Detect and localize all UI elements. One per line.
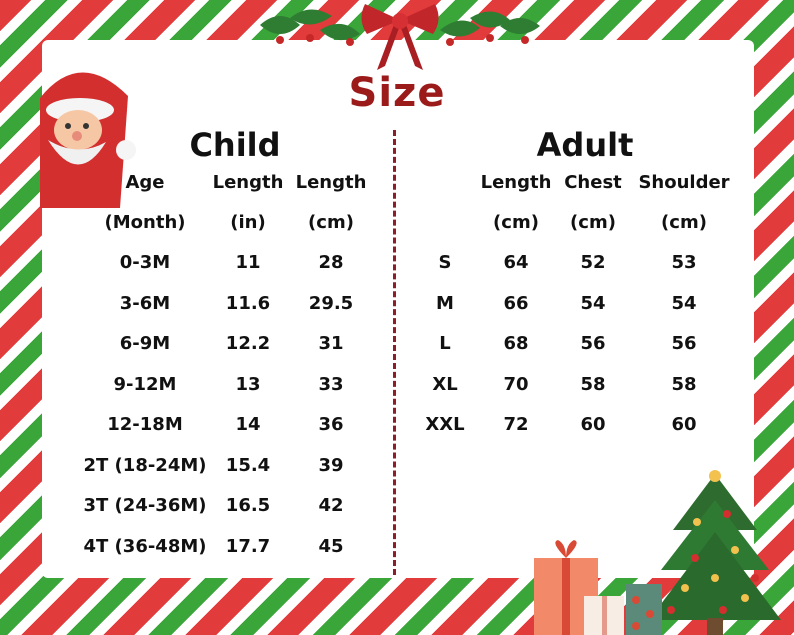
adult-header-cell: Shoulder <box>638 172 730 193</box>
adult-heading: Adult <box>536 126 634 164</box>
holly-icon <box>260 9 540 46</box>
adult-header-cell: (cm) <box>493 212 539 233</box>
bow-icon <box>361 4 439 70</box>
adult-table-cell: 70 <box>503 373 529 395</box>
child-header-cell: (in) <box>230 212 266 233</box>
child-header-cell: Length <box>295 172 367 193</box>
child-table-cell: 4T (36-48M) <box>83 535 207 557</box>
adult-table-cell: XXL <box>425 414 465 435</box>
child-table-cell: 14 <box>235 414 261 435</box>
adult-table-cell: XL <box>432 373 458 395</box>
adult-table-cell: 53 <box>671 252 697 273</box>
child-table-cell: 15.4 <box>225 454 271 476</box>
adult-table-cell: 56 <box>580 333 606 354</box>
child-table-cell: 31 <box>318 333 344 354</box>
adult-table-cell: 58 <box>580 373 606 395</box>
child-table-cell: 36 <box>318 414 344 435</box>
adult-table-cell: S <box>438 252 452 273</box>
child-table-cell: 28 <box>318 252 344 273</box>
child-heading: Child <box>189 126 281 164</box>
child-table-cell: 3-6M <box>119 292 171 314</box>
child-table-cell: 11 <box>235 252 261 273</box>
child-table-cell: 42 <box>318 495 344 516</box>
adult-table-cell: 68 <box>503 333 529 354</box>
child-table-cell: 29.5 <box>308 292 354 314</box>
content-panel <box>42 40 754 578</box>
adult-header-cell: Chest <box>564 172 622 193</box>
adult-table-cell: 52 <box>580 252 606 273</box>
child-table-cell: 13 <box>235 373 261 395</box>
adult-header-cell: Length <box>480 172 552 193</box>
adult-table-cell: 56 <box>671 333 697 354</box>
child-table-cell: 33 <box>318 373 344 395</box>
child-table-cell: 3T (24-36M) <box>83 495 207 516</box>
child-table-cell: 11.6 <box>225 292 271 314</box>
child-header-cell: Age <box>125 172 165 193</box>
adult-table-cell: 72 <box>503 414 529 435</box>
adult-table-cell: 66 <box>503 292 529 314</box>
page-title: Size <box>348 70 446 116</box>
adult-table-cell: M <box>436 292 454 314</box>
santa-icon <box>40 72 136 208</box>
adult-table-cell: 58 <box>671 373 697 395</box>
child-table-cell: 16.5 <box>225 495 271 516</box>
adult-header-cell: (cm) <box>570 212 616 233</box>
child-header-cell: Length <box>212 172 284 193</box>
adult-table-cell: 60 <box>671 414 697 435</box>
adult-header-cell: (cm) <box>661 212 707 233</box>
child-table-cell: 6-9M <box>119 333 171 354</box>
child-table-cell: 9-12M <box>113 373 177 395</box>
gift-box-icon <box>534 540 662 635</box>
child-table-cell: 12.2 <box>225 333 271 354</box>
child-table-cell: 45 <box>318 535 344 557</box>
child-table-cell: 39 <box>318 454 344 476</box>
adult-table-cell: 64 <box>503 252 529 273</box>
adult-table-cell: 60 <box>580 414 606 435</box>
child-header-cell: (cm) <box>308 212 354 233</box>
christmas-tree-icon <box>649 470 781 635</box>
child-table-cell: 12-18M <box>107 414 183 435</box>
child-table-cell: 2T (18-24M) <box>83 454 207 476</box>
child-table-cell: 17.7 <box>225 535 271 557</box>
adult-table-cell: L <box>439 333 451 354</box>
child-table-cell: 0-3M <box>119 252 171 273</box>
adult-table-cell: 54 <box>580 292 606 314</box>
adult-table-cell: 54 <box>671 292 697 314</box>
section-divider <box>393 130 396 575</box>
child-header-cell: (Month) <box>104 212 186 233</box>
